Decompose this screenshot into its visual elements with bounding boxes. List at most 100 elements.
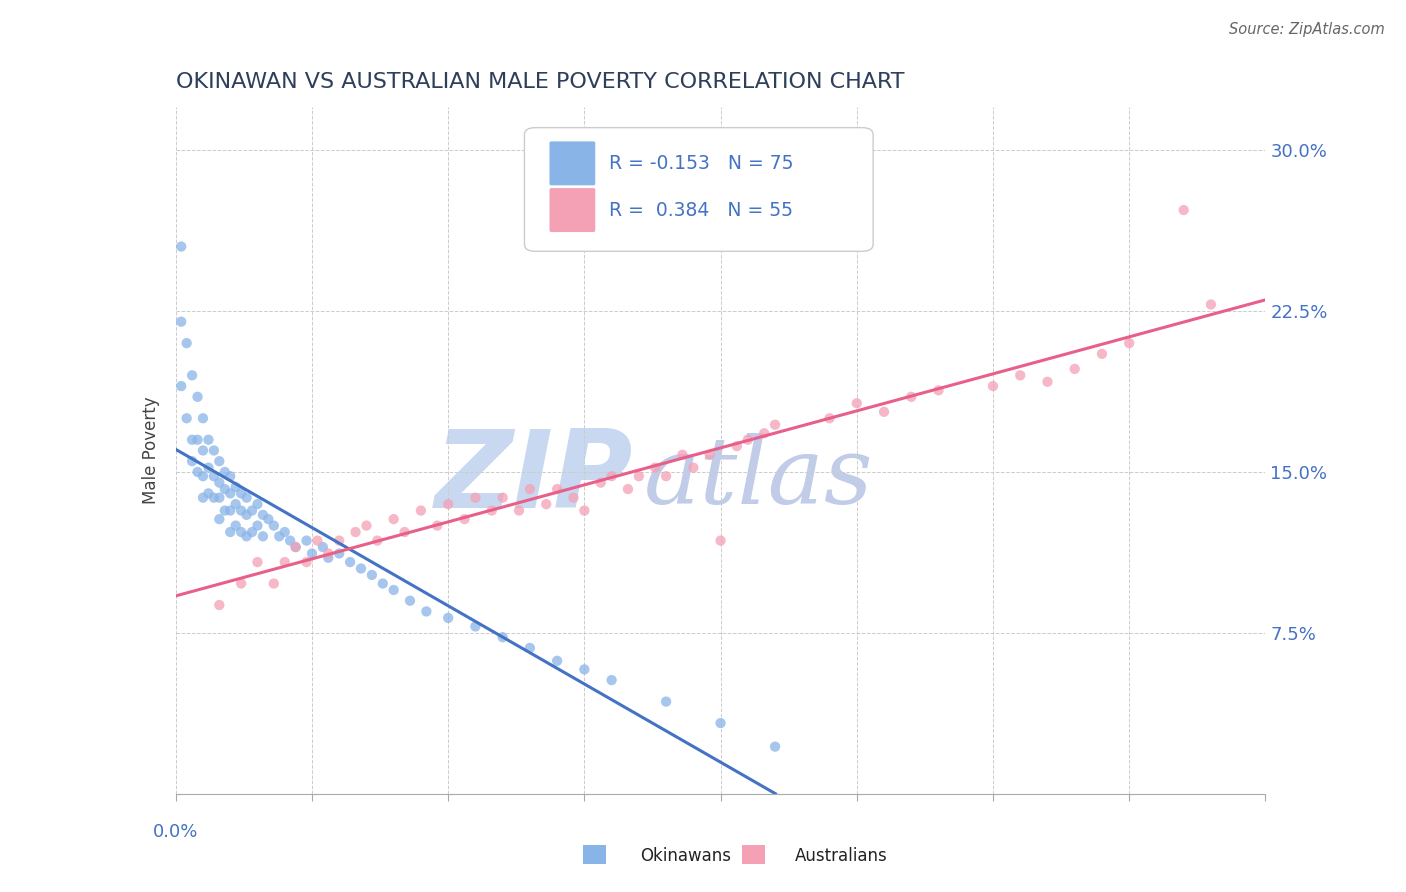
Point xyxy=(284,540,307,554)
Point xyxy=(274,555,297,569)
Text: Okinawans: Okinawans xyxy=(640,847,731,865)
Point xyxy=(546,654,568,668)
Point xyxy=(339,555,361,569)
Point xyxy=(818,411,841,425)
Point xyxy=(284,540,307,554)
Point xyxy=(1010,368,1032,383)
Text: 0.0%: 0.0% xyxy=(153,822,198,841)
Point xyxy=(219,524,242,539)
Point xyxy=(627,469,650,483)
Point xyxy=(219,486,242,500)
Point xyxy=(269,529,291,543)
Point xyxy=(415,604,437,618)
Point xyxy=(464,619,486,633)
Point xyxy=(928,384,950,398)
Point xyxy=(394,524,416,539)
Point xyxy=(202,491,225,505)
Point xyxy=(699,448,721,462)
Point xyxy=(170,315,193,329)
Point xyxy=(181,368,204,383)
Point xyxy=(191,443,214,458)
Point xyxy=(900,390,922,404)
Point xyxy=(181,433,204,447)
Point xyxy=(208,598,231,612)
Point xyxy=(214,465,236,479)
Point xyxy=(710,716,733,731)
Point xyxy=(219,503,242,517)
Point xyxy=(519,482,541,496)
Point xyxy=(589,475,612,490)
Point xyxy=(197,433,219,447)
Point xyxy=(186,390,209,404)
Point xyxy=(176,411,198,425)
FancyBboxPatch shape xyxy=(524,128,873,252)
Point xyxy=(278,533,301,548)
Point xyxy=(873,405,896,419)
Point xyxy=(202,469,225,483)
Point xyxy=(366,533,388,548)
Point xyxy=(682,460,704,475)
Point xyxy=(671,448,693,462)
Point xyxy=(492,491,515,505)
Point xyxy=(219,469,242,483)
Point xyxy=(534,497,557,511)
Point xyxy=(186,433,209,447)
Point xyxy=(225,480,247,494)
Point xyxy=(382,582,405,597)
Point xyxy=(981,379,1004,393)
Point xyxy=(252,529,274,543)
Point xyxy=(600,469,623,483)
Point xyxy=(562,491,585,505)
Point xyxy=(208,491,231,505)
Point xyxy=(644,460,666,475)
Point xyxy=(318,550,340,565)
Point xyxy=(301,546,323,561)
Text: ZIP: ZIP xyxy=(434,425,633,531)
Text: Australians: Australians xyxy=(794,847,887,865)
Text: atlas: atlas xyxy=(644,433,873,523)
Point xyxy=(274,524,297,539)
Point xyxy=(344,524,367,539)
Point xyxy=(225,497,247,511)
Point xyxy=(464,491,486,505)
Point xyxy=(328,546,350,561)
FancyBboxPatch shape xyxy=(550,188,595,232)
Point xyxy=(235,491,257,505)
Point xyxy=(356,518,378,533)
Point xyxy=(453,512,475,526)
Point xyxy=(655,695,678,709)
Point xyxy=(1036,375,1059,389)
Point xyxy=(231,524,253,539)
Point xyxy=(240,524,263,539)
Point xyxy=(197,460,219,475)
Point xyxy=(437,497,460,511)
Point xyxy=(197,486,219,500)
Point xyxy=(763,417,786,432)
Point xyxy=(312,540,335,554)
Point xyxy=(246,555,269,569)
Point xyxy=(382,512,405,526)
Point xyxy=(246,518,269,533)
Point xyxy=(437,611,460,625)
Point xyxy=(186,465,209,479)
FancyBboxPatch shape xyxy=(550,141,595,186)
Point xyxy=(214,503,236,517)
Point xyxy=(1173,202,1195,217)
Text: Source: ZipAtlas.com: Source: ZipAtlas.com xyxy=(1229,22,1385,37)
Point xyxy=(508,503,530,517)
Point xyxy=(371,576,394,591)
Point xyxy=(246,497,269,511)
Point xyxy=(574,503,596,517)
Point xyxy=(191,469,214,483)
Point xyxy=(655,469,678,483)
Point xyxy=(426,518,449,533)
Point xyxy=(1199,297,1222,311)
Point xyxy=(176,336,198,351)
Point xyxy=(208,454,231,468)
Point xyxy=(1091,347,1114,361)
Point xyxy=(231,576,253,591)
Point xyxy=(600,673,623,687)
Point xyxy=(235,508,257,522)
Point xyxy=(754,426,776,441)
Point xyxy=(263,518,285,533)
